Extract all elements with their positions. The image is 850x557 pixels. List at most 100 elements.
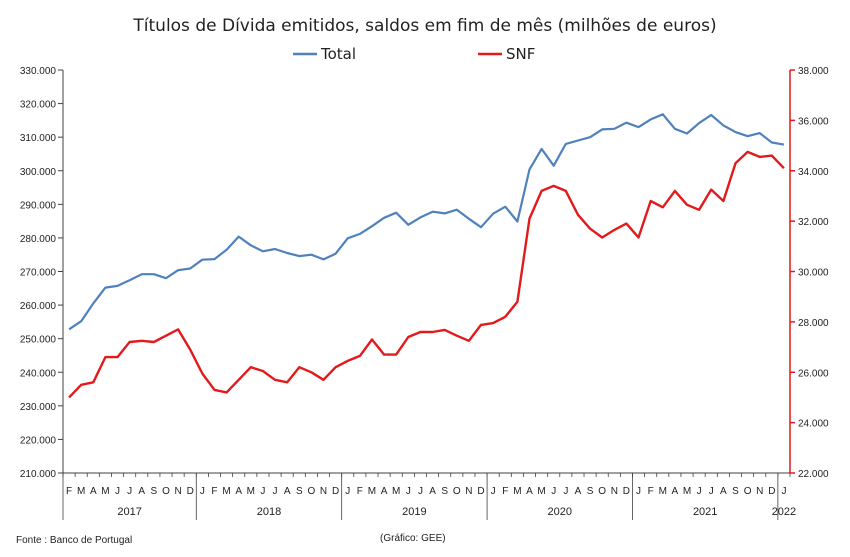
- x-month-label: J: [709, 486, 714, 497]
- x-month-label: M: [222, 486, 230, 497]
- x-month-label: D: [332, 486, 339, 497]
- x-month-label: D: [477, 486, 484, 497]
- x-month-label: A: [138, 486, 145, 497]
- y-right-tick-label: 32.000: [798, 217, 829, 228]
- x-month-label: S: [151, 486, 158, 497]
- y-left-tick-label: 290.000: [20, 200, 57, 211]
- x-month-label: S: [441, 486, 448, 497]
- legend-label-snf: SNF: [506, 45, 535, 63]
- x-month-label: O: [598, 486, 606, 497]
- x-month-label: O: [744, 486, 752, 497]
- year-label: 2018: [257, 506, 281, 518]
- y-left-tick-label: 260.000: [20, 301, 57, 312]
- year-label: 2020: [548, 506, 572, 518]
- x-month-label: M: [101, 486, 109, 497]
- y-right-tick-label: 36.000: [798, 116, 829, 127]
- series-line-snf: [68, 150, 785, 399]
- y-left-tick-label: 300.000: [20, 167, 57, 178]
- y-left-tick-label: 240.000: [20, 368, 57, 379]
- series-lines: [68, 113, 785, 399]
- x-month-label: O: [162, 486, 170, 497]
- y-left-tick-label: 270.000: [20, 268, 57, 279]
- x-month-label: J: [551, 486, 556, 497]
- x-month-label: J: [345, 486, 350, 497]
- x-month-label: A: [672, 486, 679, 497]
- x-month-label: J: [260, 486, 265, 497]
- y-left-tick-label: 320.000: [20, 100, 57, 111]
- x-month-label: M: [683, 486, 691, 497]
- y-right-tick-label: 26.000: [798, 368, 829, 379]
- chart-title: Títulos de Dívida emitidos, saldos em fi…: [132, 16, 716, 36]
- source-note: Fonte : Banco de Portugal: [16, 535, 132, 546]
- year-label: 2017: [117, 506, 141, 518]
- x-month-label: M: [659, 486, 667, 497]
- x-month-label: A: [429, 486, 436, 497]
- y-right-tick-label: 30.000: [798, 268, 829, 279]
- x-month-label: N: [756, 486, 763, 497]
- y-axis-right-ticks: 22.000 24.000 26.000 28.000 30.000 32.000 34.0…: [790, 66, 829, 480]
- x-month-label: S: [587, 486, 594, 497]
- y-axis-left-ticks: 210.000 220.000 230.000 240.000 250.000 260.0…: [20, 66, 63, 480]
- y-left-tick-label: 310.000: [20, 133, 57, 144]
- x-month-label: S: [732, 486, 739, 497]
- x-month-label: J: [781, 486, 786, 497]
- y-right-tick-label: 38.000: [798, 66, 829, 77]
- x-month-label: N: [465, 486, 472, 497]
- y-left-tick-label: 230.000: [20, 402, 57, 413]
- x-month-label: F: [502, 486, 508, 497]
- x-month-label: O: [453, 486, 461, 497]
- x-month-label: D: [768, 486, 775, 497]
- x-month-label: D: [187, 486, 194, 497]
- x-month-label: M: [392, 486, 400, 497]
- x-month-label: N: [611, 486, 618, 497]
- x-month-label: A: [526, 486, 533, 497]
- x-month-label: M: [537, 486, 545, 497]
- x-month-label: F: [211, 486, 217, 497]
- x-month-label: N: [174, 486, 181, 497]
- y-right-tick-label: 22.000: [798, 469, 829, 480]
- y-left-tick-label: 210.000: [20, 469, 57, 480]
- x-month-label: J: [273, 486, 278, 497]
- x-month-label: A: [575, 486, 582, 497]
- x-month-label: S: [296, 486, 303, 497]
- x-month-label: M: [368, 486, 376, 497]
- x-axis-year-labels: 2017 2018 2019 2020 2021 2022: [62, 473, 796, 520]
- x-month-label: A: [90, 486, 97, 497]
- x-month-label: M: [77, 486, 85, 497]
- y-right-tick-label: 28.000: [798, 318, 829, 329]
- x-month-label: J: [491, 486, 496, 497]
- x-month-label: A: [235, 486, 242, 497]
- x-month-label: J: [563, 486, 568, 497]
- credit-note: (Gráfico: GEE): [380, 533, 446, 544]
- y-right-tick-label: 24.000: [798, 419, 829, 430]
- y-left-tick-label: 330.000: [20, 66, 57, 77]
- x-month-label: A: [720, 486, 727, 497]
- x-month-label: A: [284, 486, 291, 497]
- x-month-label: J: [418, 486, 423, 497]
- x-month-label: O: [308, 486, 316, 497]
- x-month-label: M: [247, 486, 255, 497]
- x-month-label: M: [513, 486, 521, 497]
- x-month-label: J: [200, 486, 205, 497]
- x-month-label: N: [320, 486, 327, 497]
- y-right-tick-label: 34.000: [798, 167, 829, 178]
- series-line-total: [68, 113, 785, 331]
- y-left-tick-label: 250.000: [20, 335, 57, 346]
- y-left-tick-label: 280.000: [20, 234, 57, 245]
- x-month-label: D: [623, 486, 630, 497]
- legend: Total SNF: [293, 45, 535, 63]
- y-left-tick-label: 220.000: [20, 435, 57, 446]
- x-month-label: J: [406, 486, 411, 497]
- x-month-label: J: [127, 486, 132, 497]
- year-label: 2021: [693, 506, 717, 518]
- x-month-label: A: [381, 486, 388, 497]
- x-month-label: F: [357, 486, 363, 497]
- year-label: 2019: [402, 506, 426, 518]
- x-month-label: F: [66, 486, 72, 497]
- x-month-label: F: [648, 486, 654, 497]
- x-month-label: J: [636, 486, 641, 497]
- x-month-label: J: [115, 486, 120, 497]
- year-label: 2022: [772, 506, 796, 518]
